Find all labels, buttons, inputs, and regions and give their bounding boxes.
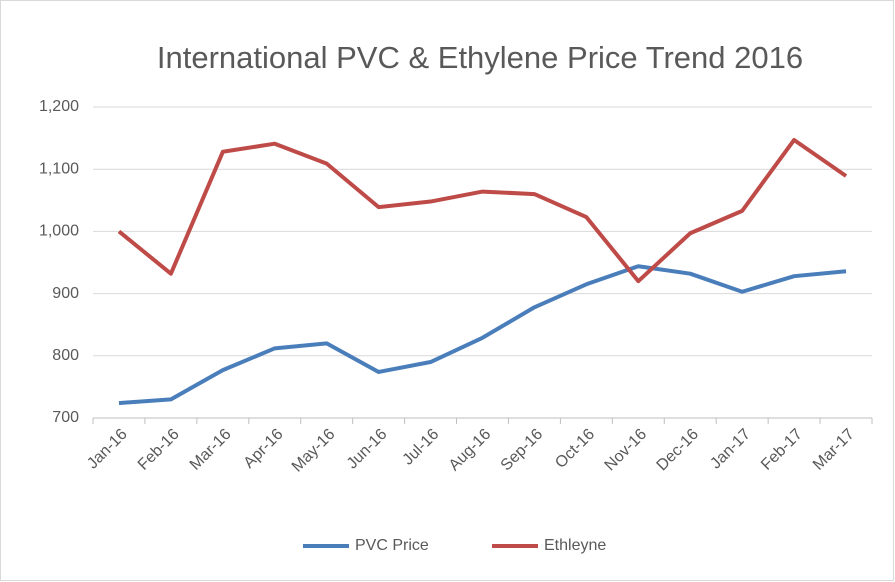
legend-label: PVC Price <box>355 537 429 554</box>
chart-title: International PVC & Ethylene Price Trend… <box>157 40 803 75</box>
y-tick-label: 900 <box>52 285 79 302</box>
y-tick-label: 1,000 <box>39 223 79 240</box>
series-line <box>117 137 848 284</box>
y-tick-label: 800 <box>52 347 79 364</box>
y-tick-label: 1,100 <box>39 160 79 177</box>
legend-label: Ethleyne <box>544 537 606 554</box>
y-tick-label: 700 <box>52 409 79 426</box>
series-line <box>118 264 847 406</box>
y-tick-label: 1,200 <box>39 98 79 115</box>
